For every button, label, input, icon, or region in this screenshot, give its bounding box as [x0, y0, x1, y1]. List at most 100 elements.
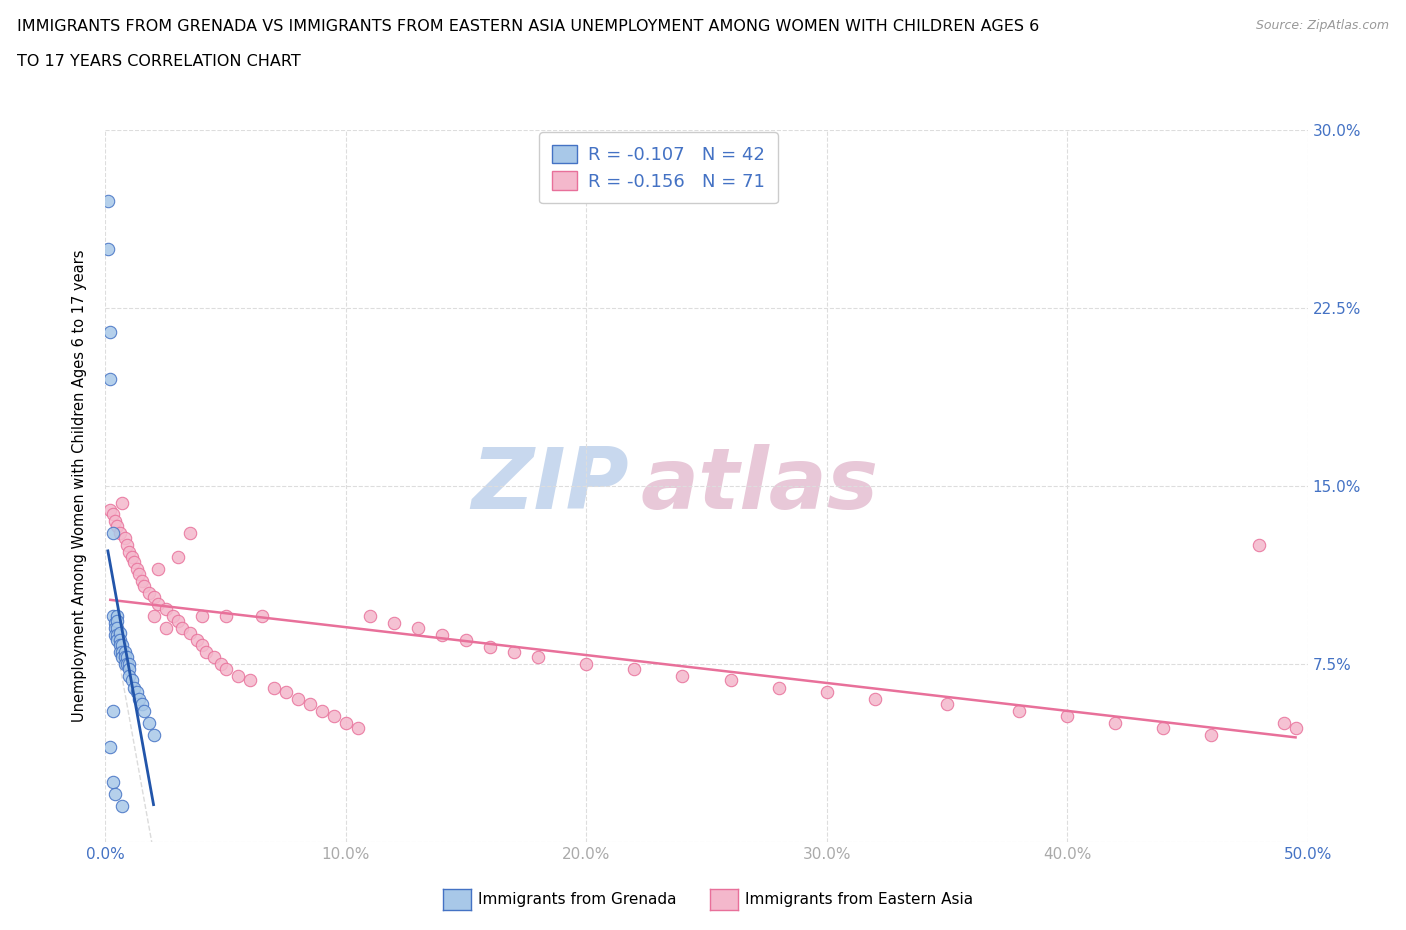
- Point: [131, 697, 153, 711]
- Point: [98, 502, 121, 517]
- Point: [382, 616, 405, 631]
- Point: [623, 661, 645, 676]
- Point: [179, 526, 201, 541]
- Text: IMMIGRANTS FROM GRENADA VS IMMIGRANTS FROM EASTERN ASIA UNEMPLOYMENT AMONG WOMEN: IMMIGRANTS FROM GRENADA VS IMMIGRANTS FR…: [17, 19, 1039, 33]
- Point: [406, 621, 429, 636]
- Point: [111, 495, 134, 510]
- Point: [863, 692, 886, 707]
- Point: [104, 616, 127, 631]
- Point: [209, 657, 232, 671]
- Point: [479, 640, 502, 655]
- Point: [190, 637, 212, 652]
- Point: [274, 684, 297, 699]
- Point: [132, 578, 155, 593]
- Point: [142, 727, 165, 742]
- Point: [108, 526, 131, 541]
- Point: [107, 632, 129, 647]
- Point: [111, 644, 134, 659]
- Point: [172, 621, 194, 636]
- Point: [107, 519, 129, 534]
- Text: Immigrants from Eastern Asia: Immigrants from Eastern Asia: [745, 892, 973, 907]
- Point: [195, 644, 218, 659]
- Point: [1272, 716, 1295, 731]
- Point: [263, 680, 285, 695]
- Point: [101, 704, 124, 719]
- Text: Immigrants from Grenada: Immigrants from Grenada: [478, 892, 676, 907]
- Point: [107, 614, 129, 629]
- Point: [131, 573, 153, 589]
- Point: [128, 692, 150, 707]
- Point: [148, 562, 170, 577]
- Point: [115, 649, 138, 664]
- Point: [239, 673, 262, 688]
- Point: [108, 644, 131, 659]
- Text: TO 17 YEARS CORRELATION CHART: TO 17 YEARS CORRELATION CHART: [17, 54, 301, 69]
- Y-axis label: Unemployment Among Women with Children Ages 6 to 17 years: Unemployment Among Women with Children A…: [72, 249, 87, 723]
- Point: [287, 692, 309, 707]
- Point: [101, 609, 124, 624]
- Point: [671, 668, 693, 683]
- Point: [108, 637, 131, 652]
- Point: [114, 644, 136, 659]
- Point: [111, 637, 134, 652]
- Point: [1249, 538, 1271, 552]
- Point: [166, 614, 188, 629]
- Point: [815, 684, 838, 699]
- Point: [311, 704, 333, 719]
- Point: [115, 538, 138, 552]
- Point: [202, 649, 225, 664]
- Point: [142, 590, 165, 604]
- Point: [98, 739, 121, 754]
- Text: ZIP: ZIP: [471, 445, 628, 527]
- Point: [124, 680, 146, 695]
- Point: [155, 602, 177, 617]
- Point: [454, 632, 477, 647]
- Point: [118, 545, 141, 560]
- Point: [111, 799, 134, 814]
- Point: [118, 661, 141, 676]
- Point: [1284, 721, 1306, 736]
- Point: [111, 649, 134, 664]
- Point: [107, 621, 129, 636]
- Point: [107, 609, 129, 624]
- Point: [138, 585, 160, 600]
- Point: [936, 697, 959, 711]
- Point: [250, 609, 273, 624]
- Point: [125, 684, 148, 699]
- Point: [186, 632, 208, 647]
- Point: [347, 721, 370, 736]
- Point: [142, 609, 165, 624]
- Point: [298, 697, 321, 711]
- Point: [148, 597, 170, 612]
- Text: Source: ZipAtlas.com: Source: ZipAtlas.com: [1256, 19, 1389, 32]
- Point: [1056, 709, 1078, 724]
- Point: [104, 514, 127, 529]
- Point: [1008, 704, 1031, 719]
- Point: [97, 194, 120, 209]
- Point: [108, 632, 131, 647]
- Point: [108, 626, 131, 641]
- Point: [190, 609, 212, 624]
- Point: [114, 649, 136, 664]
- Point: [1104, 716, 1126, 731]
- Point: [101, 775, 124, 790]
- Point: [107, 628, 129, 643]
- Point: [104, 787, 127, 802]
- Point: [359, 609, 381, 624]
- Point: [114, 657, 136, 671]
- Point: [118, 668, 141, 683]
- Point: [101, 507, 124, 522]
- Point: [132, 704, 155, 719]
- Point: [1201, 727, 1223, 742]
- Point: [166, 550, 188, 565]
- Point: [575, 657, 598, 671]
- Point: [104, 621, 127, 636]
- Point: [121, 550, 143, 565]
- Point: [121, 673, 143, 688]
- Point: [503, 644, 526, 659]
- Point: [125, 562, 148, 577]
- Point: [155, 621, 177, 636]
- Point: [214, 661, 236, 676]
- Point: [124, 554, 146, 569]
- Text: atlas: atlas: [640, 445, 879, 527]
